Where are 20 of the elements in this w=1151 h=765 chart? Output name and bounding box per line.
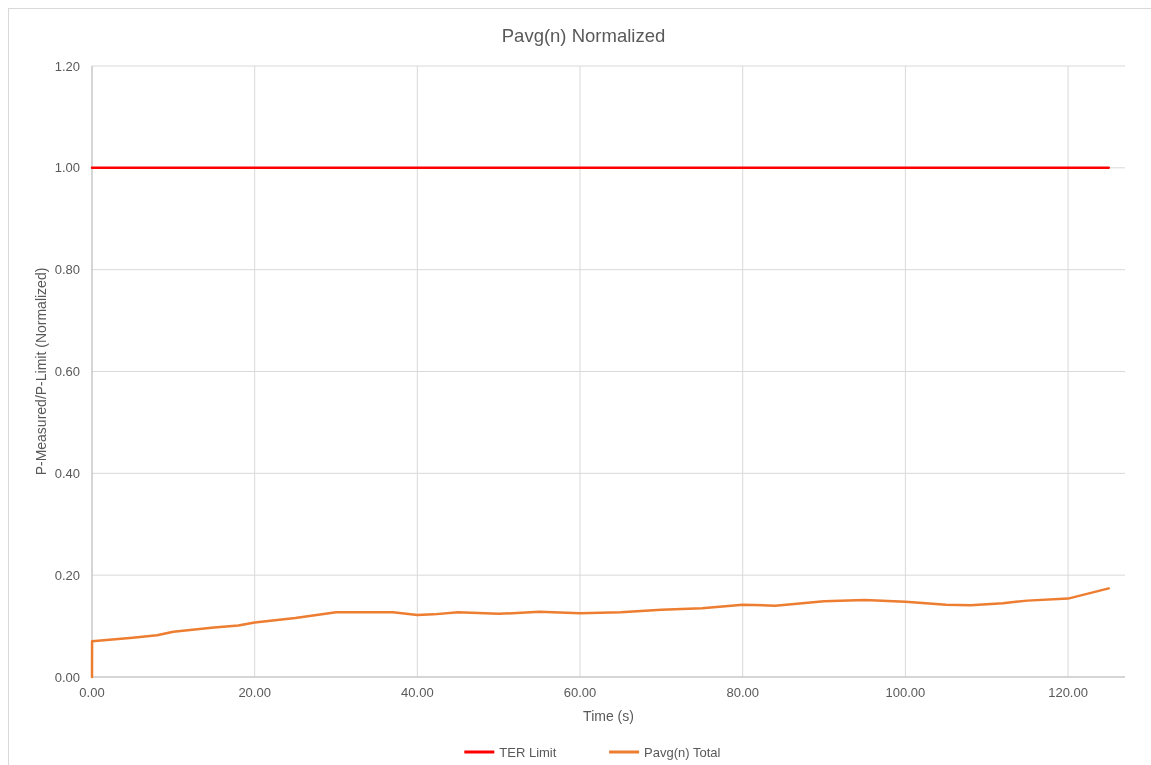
y-axis-title: P-Measured/P-Limit (Normalized) [33,267,49,476]
y-tick-label: 0.40 [54,465,80,481]
y-tick-label: 0.60 [54,364,80,379]
x-tick-label: 60.00 [563,685,597,700]
x-tick-label: 100.00 [885,685,926,700]
y-tick-label: 0.20 [54,567,80,583]
x-axis-title: Time (s) [583,708,634,724]
line-series [90,587,1110,679]
x-tick-label: 20.00 [238,685,271,700]
chart-title: Pavg(n) Normalized [501,25,666,46]
legend-label: TER Limit [499,744,557,760]
x-tick-label: 0.00 [79,685,105,700]
x-tick-label: 80.00 [726,685,759,700]
x-tick-label: 40.00 [401,685,434,700]
y-tick-label: 1.00 [54,160,80,176]
legend-label: Pavg(n) Total [644,744,721,760]
x-tick-label: 120.00 [1048,685,1088,700]
y-tick-label: 0.80 [54,262,80,278]
y-tick-label: 1.20 [54,58,80,74]
y-tick-label: 0.00 [54,669,80,685]
